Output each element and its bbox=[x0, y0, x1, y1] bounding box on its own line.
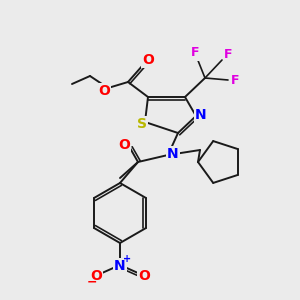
Text: F: F bbox=[224, 49, 232, 62]
Text: F: F bbox=[191, 46, 199, 59]
Text: O: O bbox=[98, 84, 110, 98]
Text: O: O bbox=[142, 53, 154, 67]
Text: N: N bbox=[114, 259, 126, 273]
Text: +: + bbox=[123, 254, 131, 264]
Text: F: F bbox=[231, 74, 239, 86]
Text: O: O bbox=[138, 269, 150, 283]
Text: O: O bbox=[90, 269, 102, 283]
Text: N: N bbox=[167, 147, 179, 161]
Text: O: O bbox=[118, 138, 130, 152]
Text: N: N bbox=[195, 108, 207, 122]
Text: −: − bbox=[87, 275, 97, 289]
Text: S: S bbox=[137, 117, 147, 131]
